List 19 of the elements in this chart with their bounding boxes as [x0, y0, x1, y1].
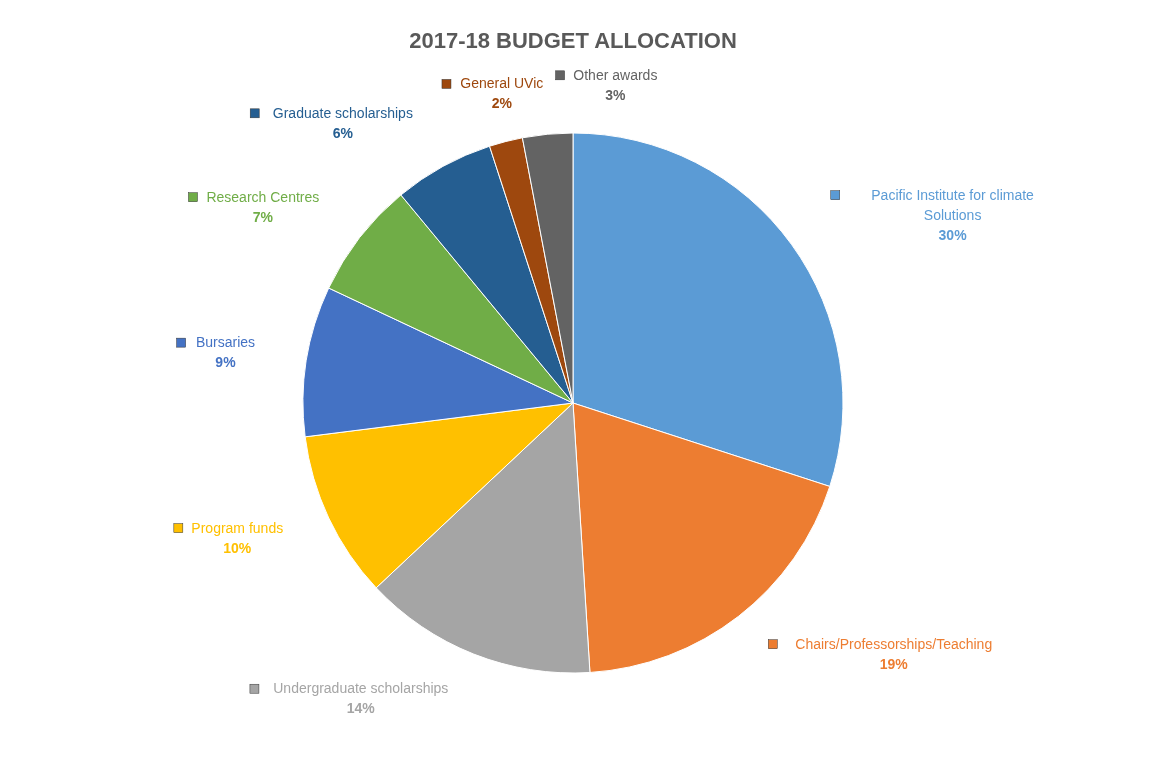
legend-label: General UVic: [460, 75, 544, 92]
legend-label: Other awards: [573, 66, 658, 83]
data-label: 7%: [252, 208, 274, 225]
legend-label: Program funds: [191, 519, 284, 536]
data-label: 6%: [332, 124, 354, 141]
data-label: 10%: [223, 539, 252, 556]
data-label: 9%: [215, 354, 237, 371]
data-label: 19%: [879, 655, 909, 672]
legend-label: Pacific Institute for climate Solutions: [871, 186, 1035, 223]
legend-label: Undergraduate scholarships: [273, 680, 449, 697]
data-label: 3%: [605, 86, 627, 103]
legend-label: Graduate scholarships: [272, 104, 413, 121]
legend-label: Research Centres: [206, 188, 320, 205]
data-label: 30%: [938, 226, 968, 243]
data-label: 14%: [346, 700, 376, 717]
legend-label: Bursaries: [195, 334, 256, 351]
data-label: 2%: [491, 95, 513, 112]
chart-title: 2017-18 BUDGET ALLOCATION: [409, 28, 737, 53]
legend-label: Chairs/Professorships/Teaching: [795, 635, 993, 652]
